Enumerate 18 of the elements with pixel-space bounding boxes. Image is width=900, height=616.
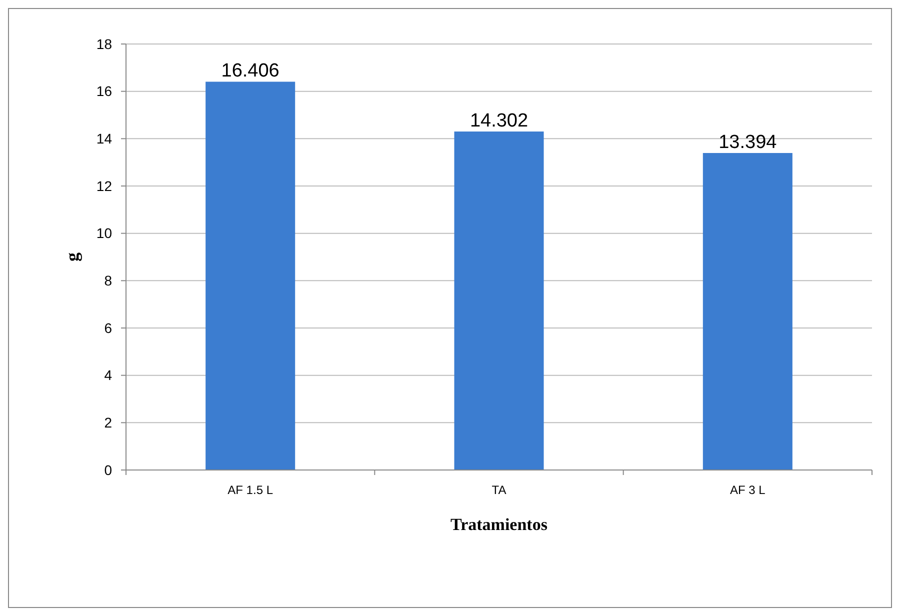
data-label: 13.394 <box>718 132 778 154</box>
data-label: 14.302 <box>470 110 528 132</box>
y-axis-title: g <box>62 252 82 262</box>
y-tick-label: 10 <box>96 225 112 242</box>
y-tick-label: 16 <box>96 83 112 100</box>
y-tick-label: 4 <box>104 367 112 384</box>
y-tick-label: 0 <box>104 462 112 478</box>
y-tick-label: 18 <box>96 36 112 52</box>
y-tick-label: 2 <box>104 414 112 431</box>
x-tick-label: TA <box>492 483 506 497</box>
y-tick-label: 8 <box>104 272 112 289</box>
y-tick-label: 12 <box>96 178 112 194</box>
x-tick-label: AF 3 L <box>730 483 766 497</box>
data-label: 16.406 <box>221 60 280 82</box>
x-axis-title: Tratamientos <box>450 515 548 534</box>
y-tick-label: 6 <box>104 320 112 336</box>
x-tick-label: AF 1.5 L <box>228 483 274 497</box>
y-tick-label: 14 <box>96 130 112 147</box>
